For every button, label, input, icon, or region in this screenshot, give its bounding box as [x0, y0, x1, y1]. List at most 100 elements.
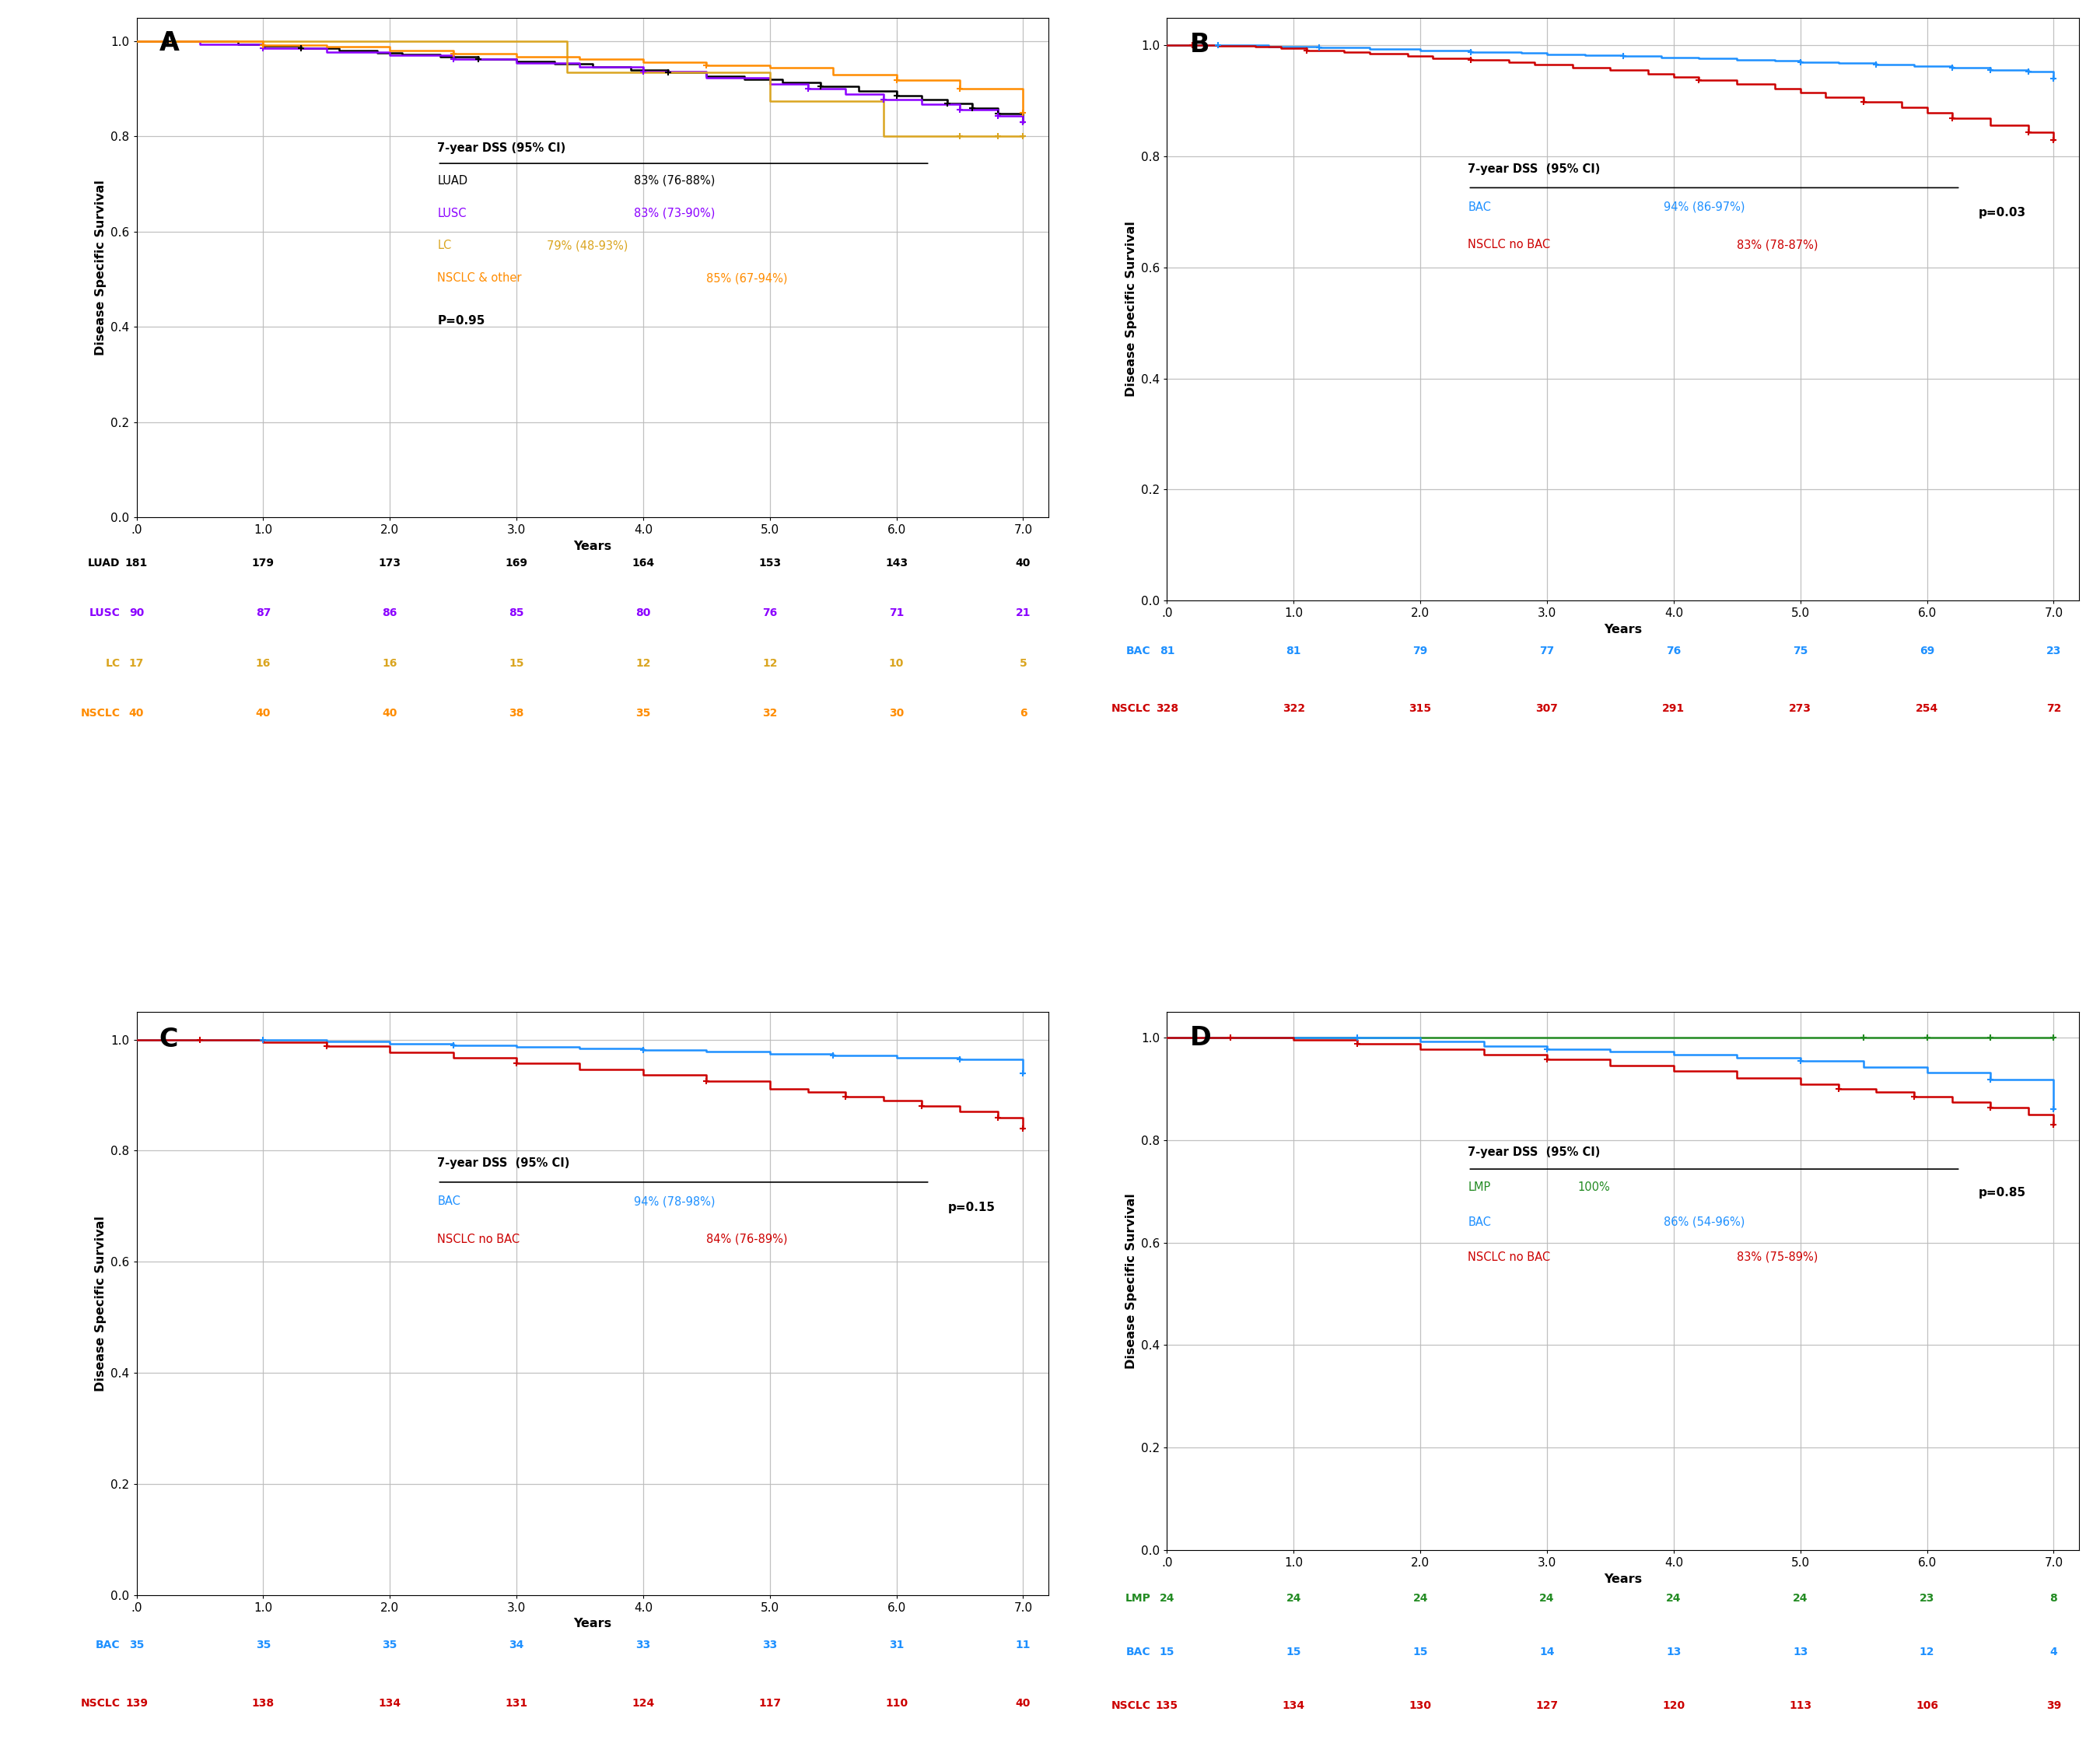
Text: 86% (54-96%): 86% (54-96%)	[1663, 1216, 1745, 1228]
Text: NSCLC: NSCLC	[1111, 704, 1151, 714]
Text: 79: 79	[1413, 646, 1428, 656]
Text: 33: 33	[636, 1640, 651, 1650]
Text: 80: 80	[636, 607, 651, 618]
Text: 32: 32	[762, 707, 777, 719]
Text: 106: 106	[1915, 1701, 1938, 1712]
Text: 24: 24	[1665, 1592, 1682, 1603]
Text: NSCLC & other: NSCLC & other	[437, 273, 521, 284]
Text: 85% (67-94%): 85% (67-94%)	[706, 273, 788, 284]
Text: LMP: LMP	[1126, 1592, 1151, 1603]
Text: 169: 169	[506, 558, 527, 569]
Text: 5: 5	[1018, 658, 1027, 668]
Text: 10: 10	[888, 658, 903, 668]
Text: BAC: BAC	[1468, 201, 1491, 214]
Text: 120: 120	[1663, 1701, 1684, 1712]
Text: 328: 328	[1155, 704, 1178, 714]
Text: 12: 12	[636, 658, 651, 668]
Text: BAC: BAC	[437, 1195, 460, 1208]
Text: 69: 69	[1919, 646, 1934, 656]
Text: 35: 35	[128, 1640, 145, 1650]
Text: 94% (86-97%): 94% (86-97%)	[1663, 201, 1745, 214]
Text: 83% (75-89%): 83% (75-89%)	[1737, 1251, 1819, 1264]
Text: 124: 124	[632, 1698, 655, 1708]
Text: 100%: 100%	[1577, 1181, 1611, 1194]
Text: p=0.15: p=0.15	[949, 1202, 995, 1213]
Text: 13: 13	[1793, 1647, 1808, 1657]
X-axis label: Years: Years	[1604, 1573, 1642, 1586]
Text: 77: 77	[1539, 646, 1554, 656]
Text: 181: 181	[126, 558, 147, 569]
Text: 11: 11	[1016, 1640, 1031, 1650]
Y-axis label: Disease Specific Survival: Disease Specific Survival	[94, 180, 107, 355]
Text: 23: 23	[2045, 646, 2062, 656]
Text: 179: 179	[252, 558, 275, 569]
Text: 117: 117	[758, 1698, 781, 1708]
Text: 40: 40	[1016, 1698, 1031, 1708]
Text: 31: 31	[888, 1640, 903, 1650]
Text: 7-year DSS  (95% CI): 7-year DSS (95% CI)	[1468, 1146, 1600, 1158]
Text: 7-year DSS  (95% CI): 7-year DSS (95% CI)	[1468, 163, 1600, 175]
Text: 75: 75	[1793, 646, 1808, 656]
Text: LMP: LMP	[1468, 1181, 1491, 1194]
Text: 173: 173	[378, 558, 401, 569]
Text: 79% (48-93%): 79% (48-93%)	[546, 240, 628, 252]
Text: NSCLC: NSCLC	[1111, 1701, 1151, 1712]
Text: p=0.85: p=0.85	[1978, 1186, 2026, 1199]
Text: 130: 130	[1409, 1701, 1432, 1712]
Text: LUSC: LUSC	[437, 208, 466, 219]
Text: 4: 4	[2050, 1647, 2058, 1657]
Text: 87: 87	[256, 607, 271, 618]
Text: 24: 24	[1285, 1592, 1302, 1603]
Text: 113: 113	[1789, 1701, 1812, 1712]
Text: 35: 35	[382, 1640, 397, 1650]
Text: 17: 17	[128, 658, 145, 668]
Text: 143: 143	[886, 558, 907, 569]
Text: 15: 15	[508, 658, 525, 668]
Text: 254: 254	[1915, 704, 1938, 714]
Text: 273: 273	[1789, 704, 1812, 714]
Text: 23: 23	[1919, 1592, 1934, 1603]
Text: 131: 131	[506, 1698, 527, 1708]
Text: 35: 35	[636, 707, 651, 719]
Text: 24: 24	[1539, 1592, 1554, 1603]
Text: 322: 322	[1283, 704, 1304, 714]
Text: 40: 40	[256, 707, 271, 719]
Text: NSCLC: NSCLC	[80, 707, 120, 719]
Text: C: C	[160, 1027, 178, 1052]
Text: 34: 34	[508, 1640, 525, 1650]
Text: 15: 15	[1413, 1647, 1428, 1657]
Text: 33: 33	[762, 1640, 777, 1650]
Text: 291: 291	[1663, 704, 1684, 714]
Text: LUSC: LUSC	[88, 607, 120, 618]
Text: BAC: BAC	[1468, 1216, 1491, 1228]
Text: 16: 16	[382, 658, 397, 668]
Text: 40: 40	[1016, 558, 1031, 569]
Y-axis label: Disease Specific Survival: Disease Specific Survival	[1126, 220, 1136, 397]
Text: 38: 38	[508, 707, 525, 719]
Text: 83% (73-90%): 83% (73-90%)	[634, 208, 714, 219]
Text: p=0.03: p=0.03	[1978, 206, 2026, 219]
Text: LUAD: LUAD	[437, 175, 468, 187]
Text: 76: 76	[1665, 646, 1682, 656]
Text: 110: 110	[886, 1698, 907, 1708]
Text: 90: 90	[128, 607, 145, 618]
Text: BAC: BAC	[1126, 1647, 1151, 1657]
Text: LUAD: LUAD	[88, 558, 120, 569]
Text: 71: 71	[888, 607, 903, 618]
Y-axis label: Disease Specific Survival: Disease Specific Survival	[94, 1216, 107, 1391]
Text: 94% (78-98%): 94% (78-98%)	[634, 1195, 714, 1208]
Text: 35: 35	[256, 1640, 271, 1650]
Text: 164: 164	[632, 558, 655, 569]
Text: 127: 127	[1535, 1701, 1558, 1712]
X-axis label: Years: Years	[1604, 623, 1642, 635]
Text: 85: 85	[508, 607, 525, 618]
Text: 14: 14	[1539, 1647, 1554, 1657]
Text: NSCLC no BAC: NSCLC no BAC	[1468, 1251, 1550, 1264]
Y-axis label: Disease Specific Survival: Disease Specific Survival	[1126, 1194, 1136, 1369]
Text: 7-year DSS  (95% CI): 7-year DSS (95% CI)	[437, 1158, 569, 1169]
Text: 39: 39	[2045, 1701, 2062, 1712]
Text: BAC: BAC	[94, 1640, 120, 1650]
Text: 307: 307	[1535, 704, 1558, 714]
Text: 134: 134	[1283, 1701, 1304, 1712]
Text: 12: 12	[1919, 1647, 1934, 1657]
